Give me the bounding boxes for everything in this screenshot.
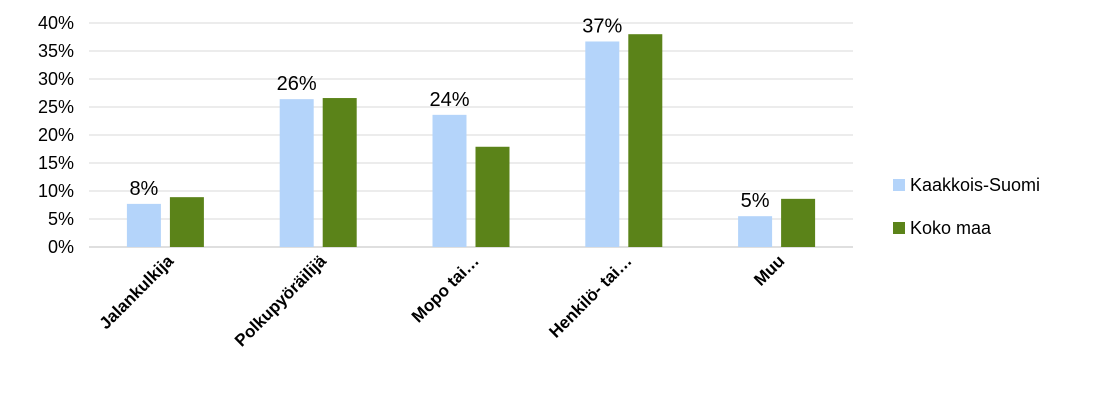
gridlines	[89, 22, 853, 248]
bar-kaakkois-suomi	[126, 203, 161, 247]
bar-kaakkois-suomi	[279, 99, 314, 247]
bars	[126, 34, 816, 248]
data-label: 26%	[277, 73, 317, 95]
y-tick-label: 20%	[38, 125, 74, 145]
bar-koko-maa	[322, 98, 357, 247]
x-axis-category-labels: Jalankulkija Polkupyöräilijä Mopo tai… Henk…	[96, 251, 789, 350]
category-label: Henkilö- tai…	[545, 251, 635, 341]
data-label: 37%	[582, 15, 622, 37]
y-tick-label: 10%	[38, 181, 74, 201]
category-label: Jalankulkija	[96, 251, 178, 333]
y-tick-label: 40%	[38, 13, 74, 33]
legend-label: Koko maa	[910, 218, 992, 238]
bar-koko-maa	[781, 198, 816, 247]
data-labels: 8% 26% 24% 37% 5%	[129, 15, 769, 212]
legend-label: Kaakkois-Suomi	[910, 175, 1040, 195]
bar-kaakkois-suomi	[585, 41, 620, 248]
bar-kaakkois-suomi	[738, 216, 773, 247]
category-label: Polkupyöräilijä	[231, 251, 330, 350]
bar-koko-maa	[475, 146, 510, 247]
bar-koko-maa	[628, 34, 663, 248]
data-label: 24%	[429, 89, 469, 111]
data-label: 5%	[741, 190, 770, 212]
y-tick-label: 30%	[38, 69, 74, 89]
y-tick-label: 15%	[38, 153, 74, 173]
y-tick-label: 0%	[48, 237, 74, 257]
data-label: 8%	[129, 178, 158, 200]
y-tick-label: 5%	[48, 209, 74, 229]
y-tick-label: 25%	[38, 97, 74, 117]
category-label: Mopo tai…	[408, 251, 483, 326]
bar-kaakkois-suomi	[432, 114, 467, 247]
bar-koko-maa	[169, 197, 204, 247]
legend-swatch	[893, 179, 905, 191]
legend-swatch	[893, 222, 905, 234]
legend: Kaakkois-Suomi Koko maa	[893, 175, 1040, 238]
y-tick-label: 35%	[38, 41, 74, 61]
y-axis-tick-labels: 0% 5% 10% 15% 20% 25% 30% 35% 40%	[38, 13, 74, 257]
category-label: Muu	[750, 251, 788, 289]
